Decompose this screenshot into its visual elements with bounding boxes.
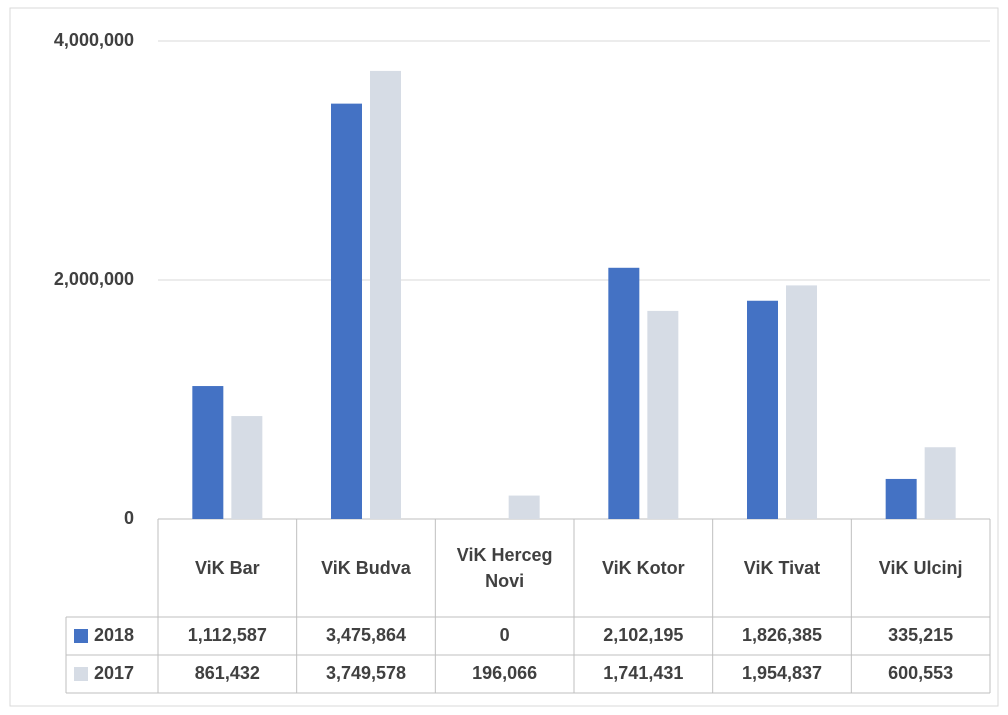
table-value: 3,749,578: [326, 663, 406, 683]
table-value: 335,215: [888, 625, 953, 645]
x-tick-label: ViK Tivat: [743, 558, 821, 578]
legend-swatch: [74, 667, 88, 681]
table-value: 1,954,837: [742, 663, 822, 683]
table-value: 1,826,385: [742, 625, 822, 645]
table-value: 1,112,587: [188, 625, 267, 645]
legend-label: 2017: [94, 663, 134, 683]
table-value: 1,741,431: [603, 663, 683, 683]
table-value: 0: [500, 625, 510, 645]
table-value: 600,553: [888, 663, 953, 683]
chart-frame: [9, 7, 999, 707]
x-tick-label: ViK Ulcinj: [878, 558, 963, 578]
bar: [192, 386, 224, 519]
table-value: 861,432: [195, 663, 260, 683]
bar: [231, 416, 263, 519]
bar: [647, 310, 679, 519]
y-tick-label: 4,000,000: [54, 30, 134, 50]
bar: [508, 495, 540, 519]
x-tick-label: ViK Herceg Novi: [456, 545, 553, 591]
bar: [885, 478, 917, 519]
table-value: 2,102,195: [603, 625, 683, 645]
legend-swatch: [74, 629, 88, 643]
bar: [924, 447, 956, 519]
x-tick-label: ViK Kotor: [601, 558, 685, 578]
bar: [331, 103, 362, 520]
bar: [786, 285, 817, 519]
x-tick-label: ViK Bar: [194, 558, 260, 578]
bar: [370, 70, 401, 520]
y-tick-label: 0: [124, 508, 134, 528]
x-tick-label: ViK Budva: [321, 558, 411, 578]
bar: [747, 300, 778, 519]
bar: [608, 267, 640, 519]
legend-label: 2018: [94, 625, 134, 645]
y-tick-label: 2,000,000: [54, 269, 134, 289]
table-value: 3,475,864: [326, 625, 406, 645]
table-value: 196,066: [472, 663, 537, 683]
